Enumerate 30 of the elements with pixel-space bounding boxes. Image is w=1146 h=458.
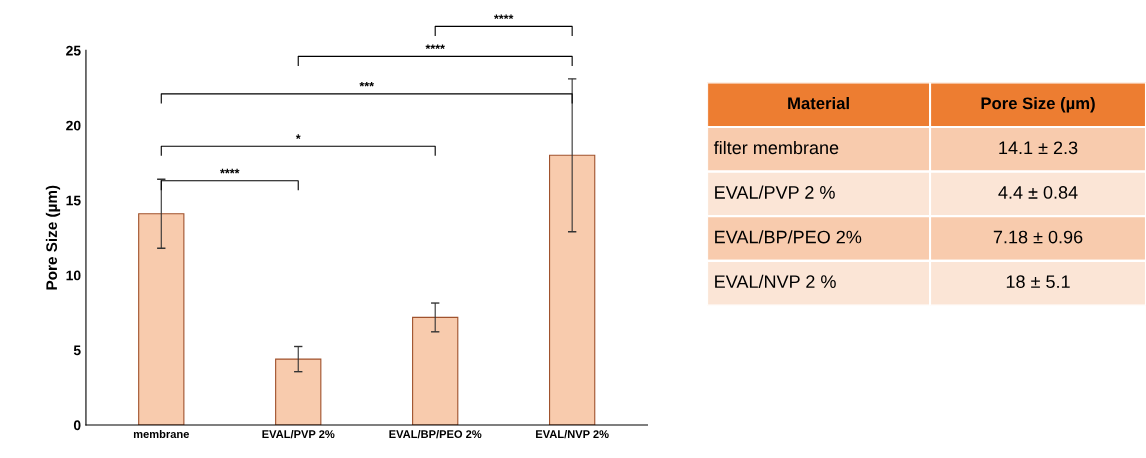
text: 14.1 ± 2.3 <box>999 141 1078 155</box>
bar <box>275 358 322 426</box>
annotation: * <box>295 134 301 139</box>
x-tick-label: EVAL/BP/PEO 2% <box>389 429 482 439</box>
bar <box>412 316 459 426</box>
x-tick-label: EVAL/PVP 2% <box>262 429 335 439</box>
x-tick-label: EVAL/NVP 2% <box>536 429 609 439</box>
y-axis-title: Pore Size (µm) <box>45 185 61 290</box>
y-tick-label: 0 <box>73 420 81 431</box>
text: **** <box>425 44 445 50</box>
bar <box>549 154 596 426</box>
text: EVAL/PVP 2 % <box>715 185 835 199</box>
y-tick-label: 5 <box>73 345 81 356</box>
y-tick-label: 10 <box>66 270 81 281</box>
text: Pore Size (µm) <box>981 96 1095 113</box>
bar <box>138 213 185 426</box>
text: EVAL/NVP 2 % <box>715 274 836 289</box>
y-tick-label: 20 <box>66 120 81 131</box>
text: EVAL/BP/PEO 2% <box>715 230 862 244</box>
text: filter membrane <box>713 140 839 155</box>
text: 4.4 ± 0.84 <box>998 186 1078 199</box>
y-tick-label: 15 <box>66 195 81 206</box>
text: **** <box>493 14 514 20</box>
text: 18 ± 5.1 <box>1006 275 1070 289</box>
x-tick-label: membrane <box>133 429 189 439</box>
text: Material <box>788 96 849 110</box>
y-tick-label: 25 <box>66 45 81 56</box>
annotation: **** <box>220 168 240 174</box>
annotation: *** <box>359 81 374 87</box>
text: 7.18 ± 0.96 <box>993 230 1083 244</box>
